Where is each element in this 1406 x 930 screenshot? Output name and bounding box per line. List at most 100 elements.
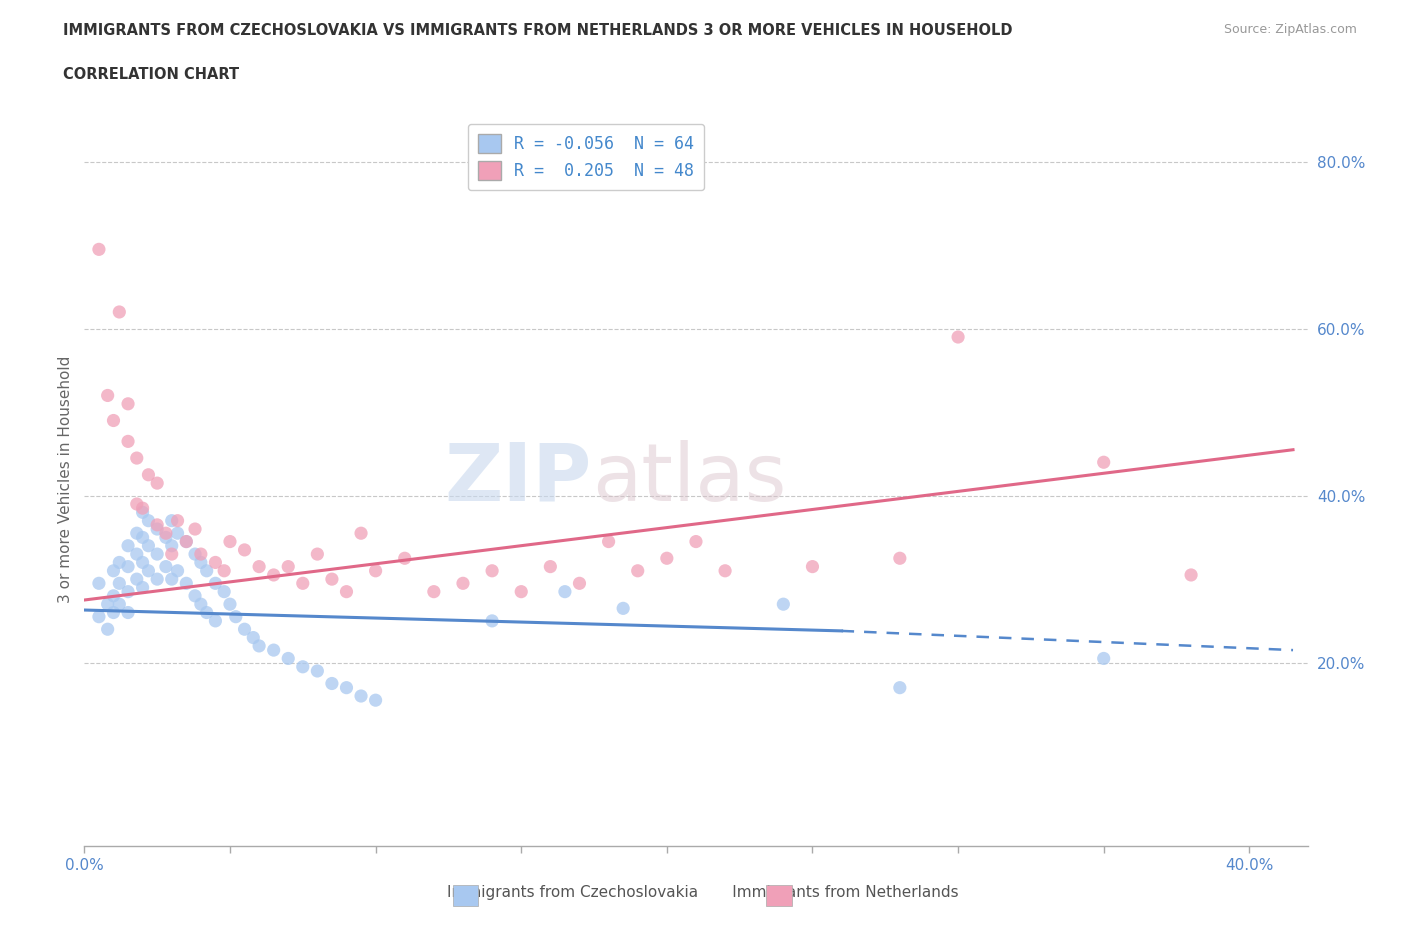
Point	[277, 559, 299, 574]
Point	[174, 534, 197, 549]
Point	[166, 564, 188, 578]
Point	[263, 567, 285, 582]
Point	[247, 559, 270, 574]
Point	[125, 547, 148, 562]
Point	[481, 614, 503, 629]
Point	[97, 597, 120, 612]
Point	[212, 584, 235, 599]
Text: IMMIGRANTS FROM CZECHOSLOVAKIA VS IMMIGRANTS FROM NETHERLANDS 3 OR MORE VEHICLES: IMMIGRANTS FROM CZECHOSLOVAKIA VS IMMIGR…	[63, 23, 1012, 38]
Point	[195, 605, 218, 620]
Point	[155, 525, 177, 540]
Point	[291, 576, 314, 591]
Point	[568, 576, 591, 591]
Point	[655, 551, 678, 565]
Point	[97, 388, 120, 403]
Point	[263, 643, 285, 658]
Point	[195, 564, 218, 578]
Point	[889, 680, 911, 695]
Point	[772, 597, 794, 612]
Text: Source: ZipAtlas.com: Source: ZipAtlas.com	[1223, 23, 1357, 36]
Point	[103, 605, 125, 620]
Point	[174, 534, 197, 549]
Point	[307, 547, 329, 562]
Point	[103, 564, 125, 578]
Point	[146, 517, 169, 532]
Point	[166, 513, 188, 528]
Point	[131, 505, 153, 520]
Point	[146, 475, 169, 490]
Point	[160, 538, 183, 553]
Point	[103, 413, 125, 428]
Point	[131, 555, 153, 570]
Point	[394, 551, 416, 565]
Text: CORRELATION CHART: CORRELATION CHART	[63, 67, 239, 82]
Point	[233, 622, 256, 637]
Point	[125, 451, 148, 466]
Point	[307, 663, 329, 678]
Point	[190, 547, 212, 562]
Point	[612, 601, 634, 616]
Point	[184, 547, 207, 562]
Point	[184, 522, 207, 537]
Point	[554, 584, 576, 599]
Point	[160, 572, 183, 587]
Point	[125, 572, 148, 587]
Text: Immigrants from Czechoslovakia       Immigrants from Netherlands: Immigrants from Czechoslovakia Immigrant…	[447, 885, 959, 900]
Point	[146, 547, 169, 562]
Point	[538, 559, 561, 574]
Point	[335, 680, 357, 695]
Text: atlas: atlas	[592, 440, 786, 518]
Point	[451, 576, 474, 591]
Point	[87, 242, 110, 257]
Point	[321, 572, 343, 587]
Point	[204, 576, 226, 591]
Point	[335, 584, 357, 599]
Point	[219, 597, 242, 612]
Point	[889, 551, 911, 565]
Point	[108, 304, 131, 319]
Point	[146, 572, 169, 587]
Point	[627, 564, 650, 578]
Point	[125, 525, 148, 540]
Point	[219, 534, 242, 549]
Point	[166, 525, 188, 540]
Point	[184, 589, 207, 604]
Point	[131, 530, 153, 545]
Point	[321, 676, 343, 691]
Point	[242, 631, 264, 645]
Point	[714, 564, 737, 578]
Point	[117, 396, 139, 411]
Point	[117, 605, 139, 620]
Point	[138, 538, 160, 553]
Point	[138, 468, 160, 483]
Point	[1180, 567, 1202, 582]
Point	[510, 584, 533, 599]
Point	[350, 688, 373, 703]
Point	[117, 538, 139, 553]
Point	[277, 651, 299, 666]
Y-axis label: 3 or more Vehicles in Household: 3 or more Vehicles in Household	[58, 355, 73, 603]
Point	[138, 564, 160, 578]
Legend: R = -0.056  N = 64, R =  0.205  N = 48: R = -0.056 N = 64, R = 0.205 N = 48	[468, 124, 704, 191]
Point	[364, 564, 387, 578]
Point	[598, 534, 620, 549]
Point	[138, 513, 160, 528]
Point	[364, 693, 387, 708]
Point	[1092, 455, 1115, 470]
Point	[160, 547, 183, 562]
Point	[108, 597, 131, 612]
Point	[125, 497, 148, 512]
Point	[423, 584, 446, 599]
Point	[946, 329, 969, 344]
Point	[87, 609, 110, 624]
Text: ZIP: ZIP	[444, 440, 592, 518]
Point	[212, 564, 235, 578]
Point	[190, 597, 212, 612]
Point	[117, 584, 139, 599]
Point	[155, 530, 177, 545]
Point	[160, 513, 183, 528]
Point	[131, 500, 153, 515]
Point	[155, 559, 177, 574]
Point	[1092, 651, 1115, 666]
Point	[146, 522, 169, 537]
